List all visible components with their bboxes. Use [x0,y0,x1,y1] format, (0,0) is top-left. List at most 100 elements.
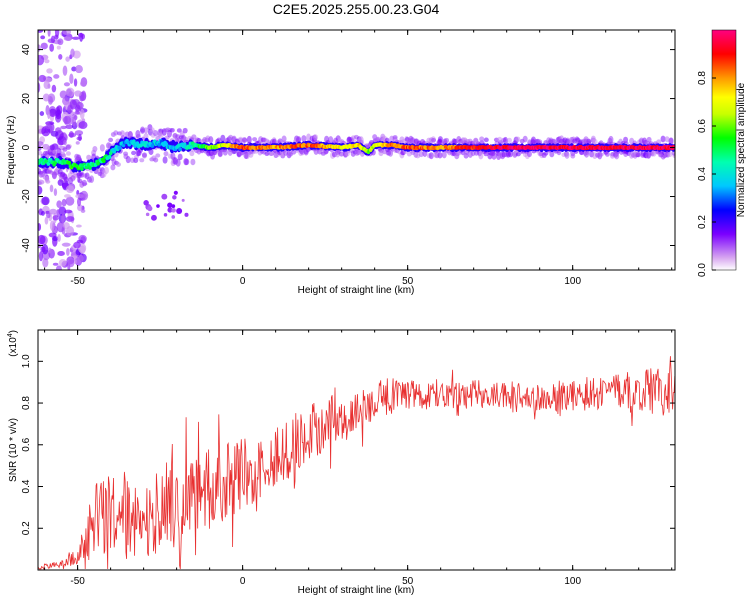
snr-y-label: SNR (10 * v/v) [8,418,19,482]
spectrogram-x-ticks: -50 0 50 100 [44,30,673,287]
spectrogram-halo-cell [479,136,485,142]
spectrogram-noise-cell [63,222,70,230]
spectrogram-halo-cell [478,152,484,160]
spectrogram-halo-cell [344,150,350,157]
spectrogram-noise-cell [46,212,51,219]
spectrogram-noise-cell [48,232,57,238]
colorbar-tick-label: 0.4 [697,167,708,181]
spectrogram-halo-cell [135,134,141,139]
spectrogram-noise-cell [38,181,42,185]
spectrogram-y-ticks: -40 -20 0 20 40 [21,44,675,253]
spectrogram-noise-cell [69,99,78,110]
spectrogram-halo-cell [584,150,590,158]
y-tick-label: -40 [21,238,32,253]
snr-series-line [38,356,675,570]
spectrogram-halo-cell [143,127,149,134]
spectrogram-sparse-cell [167,202,173,208]
spectrogram-halo-cell [437,136,443,143]
y-tick-label: 20 [21,93,32,105]
spectrogram-halo-cell [49,144,55,151]
y-tick-label: 40 [21,44,32,56]
colorbar-tick-label: 0.2 [697,215,708,229]
spectrogram-halo-cell [163,151,169,157]
spectrogram-halo-cell [671,150,675,156]
spectrogram-halo-cell [598,152,604,157]
spectrogram-noise-cell [79,108,85,120]
spectrogram-halo-cell [81,179,87,187]
spectrogram-noise-cell [59,90,68,99]
spectrogram-halo-cell [148,148,154,155]
spectrogram-halo-cell [656,139,662,145]
spectrogram-noise-cell [48,108,57,117]
spectrogram-halo-cell [217,148,223,157]
spectrogram-halo-cell [99,144,105,152]
spectrogram-halo-cell [108,137,114,143]
spectrogram-halo-cell [549,150,555,158]
spectrogram-halo-cell [614,152,620,160]
spectrogram-sparse-cell [145,212,150,217]
spectrogram-noise-cell [51,84,57,93]
spectrogram-noise-cell [65,196,75,206]
spectrogram-halo-cell [543,151,549,156]
y-tick-label: -20 [21,189,32,204]
spectrogram-halo-cell [550,138,556,144]
spectrogram-ridge-cell [150,143,155,148]
spectrogram-noise-cell [46,68,53,74]
spectrogram-noise-cell [64,209,73,214]
spectrogram-sparse-cell [171,215,176,219]
spectrogram-noise-cell [75,141,80,145]
colorbar-label: Normalized spectral amplitude [736,82,747,217]
spectrogram-ridge-cell [157,142,162,147]
spectrogram-halo-cell [252,137,258,142]
snr-frame [37,329,676,571]
spectrogram-noise-cell [73,241,81,249]
spectrogram-halo-cell [65,144,71,150]
y-tick-label: 0.8 [21,396,32,410]
spectrogram-noise-cell [74,130,84,136]
spectrogram-halo-cell [428,152,434,160]
spectrogram-halo-cell [155,153,161,158]
spectrogram-halo-cell [70,175,76,182]
spectrogram-noise-cell [72,116,77,127]
spectrogram-noise-cell [73,78,78,87]
spectrogram-noise-cell [38,30,44,33]
spectrogram-halo-cell [169,127,175,133]
spectrogram-halo-cell [141,152,147,158]
spectrogram-halo-cell [497,136,503,143]
spectrogram-noise-cell [63,139,67,146]
spectrogram-noise-cell [49,208,58,215]
spectrogram-halo-cell [301,135,307,143]
spectrogram-halo-cell [176,128,182,133]
spectrogram-halo-cell [103,166,109,175]
spectrogram-halo-cell [608,135,614,144]
colorbar-tick-label: 0.8 [697,71,708,85]
spectrogram-noise-cell [65,216,75,222]
x-tick-label: 50 [402,576,414,587]
spectrogram-noise-cell [74,90,82,97]
spectrogram-noise-cell [65,185,75,193]
spectrogram-halo-cell [191,134,197,140]
snr-x-ticks: -50 0 50 100 [44,330,673,587]
spectrogram-halo-cell [63,176,69,183]
spectrogram-noise-cell [38,82,41,93]
spectrogram-noise-cell [42,258,49,268]
spectrogram-halo-cell [38,151,43,156]
spectrogram-noise-cell [80,80,87,87]
spectrogram-halo-cell [61,153,67,158]
spectrogram-sparse-cell [184,212,189,217]
spectrogram-noise-cell [60,125,67,130]
spectrogram-noise-cell [45,122,52,130]
snr-panel: -50 0 50 100 0.2 0.4 0.6 0.8 1.0 Height of stra… [7,329,676,596]
spectrogram-y-label: Frequency (Hz) [6,116,17,185]
spectrogram-noise-cell [58,258,67,267]
spectrogram-halo-cell [133,157,139,163]
spectrogram-noise-cell [38,185,43,195]
spectrogram-noise-cell [79,190,89,201]
spectrogram-halo-cell [182,127,188,134]
spectrogram-noise-cell [80,209,86,213]
spectrogram-halo-cell [660,135,666,143]
spectrogram-halo-cell [65,151,71,156]
spectrogram-sparse-cell [163,213,168,217]
spectrogram-halo-cell [38,145,42,152]
spectrogram-ridge-cell [67,160,71,165]
